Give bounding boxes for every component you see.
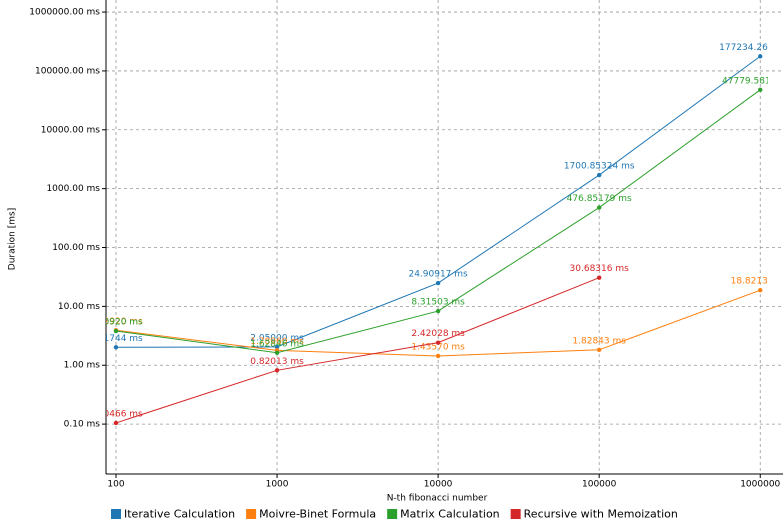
plot-area: 2.01744 ms 2.05000 ms 24.90917 ms 1700.8532… [89,43,783,426]
legend-label: Matrix Calculation [400,508,500,521]
data-point [435,308,441,314]
x-tick-label: 1000000 [740,480,780,490]
data-label: 18.82130 ms [731,277,783,287]
data-label: 1700.85324 ms [564,162,635,172]
y-tick-label: 1000000.00 ms [29,8,100,18]
data-label: 177234.26420 ms [719,43,783,53]
data-label: 1.78960 ms [250,337,304,347]
data-label: 3.92920 ms [89,317,143,327]
data-label: 2.05000 ms [250,333,304,343]
data-point [435,353,441,359]
data-point [596,205,602,210]
data-point [758,288,763,293]
y-tick-label: 10000.00 ms [41,125,101,135]
x-tick-label: 1000 [266,480,289,490]
data-point [113,345,119,350]
data-label: 8.31503 ms [411,298,465,308]
data-point [596,172,602,178]
x-tick-label: 100 [107,480,124,490]
data-point [596,347,602,353]
y-tick-label: 100.00 ms [52,243,100,253]
data-point [758,54,763,59]
legend-swatch [246,509,257,519]
y-tick-label: 0.10 ms [64,420,101,430]
data-point [274,368,280,373]
data-point [435,340,441,345]
data-label: 0.10466 ms [89,409,143,419]
data-point [435,280,441,286]
y-axis-title: Duration [ms] [8,208,18,270]
y-tick-label: 1000.00 ms [46,184,100,194]
data-label: 24.90917 ms [408,270,468,280]
y-tick-label: 100000.00 ms [35,66,100,76]
data-label: 1.43570 ms [411,342,465,352]
data-label: 30.68316 ms [570,264,630,274]
series-line [115,277,600,424]
y-tick-label: 10.00 ms [58,302,100,312]
data-label: 1.62846 ms [250,339,304,349]
data-label: 476.85179 ms [567,194,632,204]
y-tick-label: 1.00 ms [64,361,101,371]
data-label: 2.42028 ms [411,329,465,339]
data-label: 3.80920 ms [89,318,143,328]
data-point [596,275,602,280]
legend-swatch [111,509,121,519]
legend-swatch [510,509,521,519]
data-point [113,420,119,426]
x-axis-title: N-th fibonacci number [387,494,488,504]
data-point [274,350,280,355]
legend-label: Iterative Calculation [124,508,235,521]
data-point [113,328,119,334]
x-tick-label: 100000 [582,480,617,490]
data-point [274,344,280,350]
data-label: 2.01744 ms [89,334,143,344]
legend-label: Moivre-Binet Formula [259,508,376,521]
data-label: 1.82843 ms [572,336,626,346]
data-point [758,87,763,92]
data-label: 47779.58100 ms [722,76,783,86]
legend-swatch [387,509,398,519]
legend-label: Recursive with Memoization [524,508,678,521]
data-label: 0.82013 ms [250,357,304,367]
x-tick-label: 10000 [424,480,453,490]
